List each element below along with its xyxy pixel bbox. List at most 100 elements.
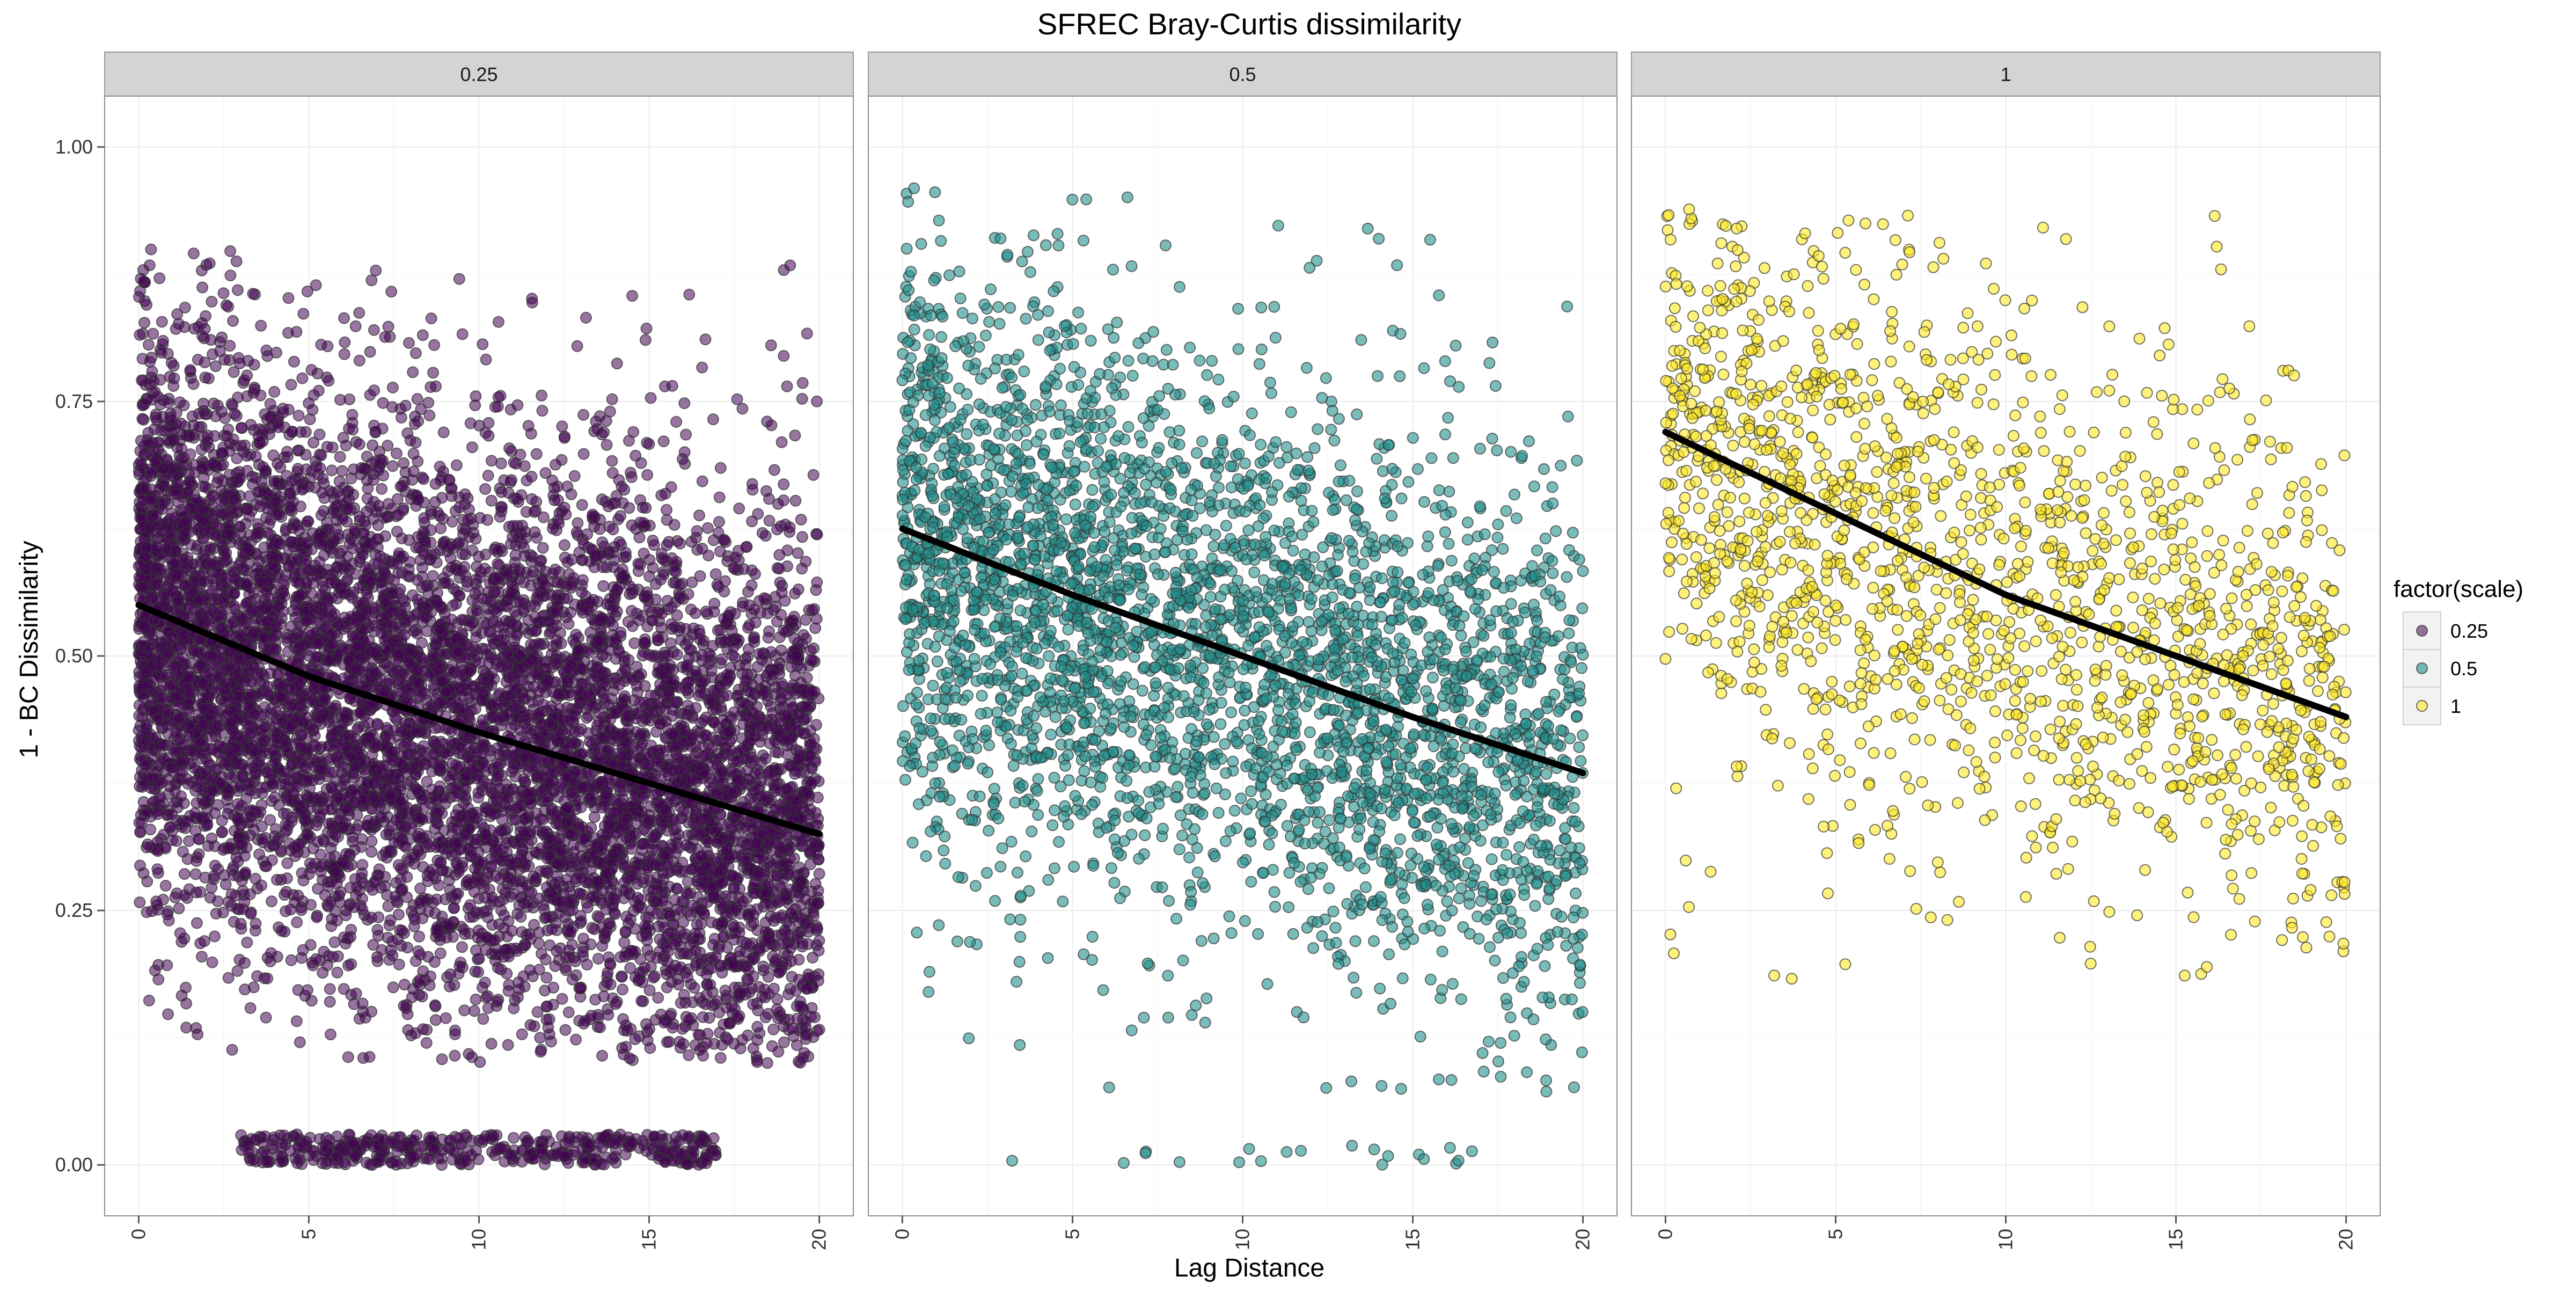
- data-point: [480, 549, 491, 560]
- data-point: [628, 427, 639, 437]
- x-axis-title: Lag Distance: [1174, 1254, 1324, 1282]
- data-point: [715, 546, 726, 557]
- data-point: [365, 347, 376, 358]
- data-point: [636, 458, 647, 469]
- data-point: [269, 386, 280, 397]
- data-point: [286, 955, 297, 966]
- data-point: [457, 942, 467, 952]
- data-point: [297, 484, 308, 495]
- data-point: [702, 523, 713, 534]
- data-point: [223, 301, 233, 312]
- data-point: [269, 792, 280, 803]
- data-point: [782, 381, 793, 392]
- data-point: [480, 977, 491, 988]
- data-point: [191, 869, 201, 880]
- data-point: [135, 286, 145, 296]
- data-point: [262, 973, 273, 984]
- data-point: [729, 652, 740, 663]
- data-point: [477, 339, 488, 349]
- data-point: [576, 587, 587, 597]
- data-point: [429, 340, 440, 351]
- data-point: [637, 845, 648, 856]
- data-point: [291, 917, 302, 928]
- data-point: [583, 710, 594, 721]
- data-point: [674, 753, 684, 763]
- data-point: [232, 285, 243, 295]
- data-point: [772, 524, 782, 535]
- data-point: [354, 355, 365, 366]
- data-point: [286, 380, 297, 390]
- data-point: [791, 986, 801, 996]
- data-point: [414, 931, 425, 942]
- data-point: [704, 1012, 715, 1023]
- data-point: [200, 482, 211, 492]
- data-point: [761, 486, 772, 497]
- data-point: [399, 979, 410, 990]
- data-point: [715, 1053, 726, 1063]
- data-point: [569, 471, 580, 482]
- data-point: [350, 321, 361, 332]
- data-point: [431, 894, 442, 905]
- data-point: [225, 246, 236, 257]
- data-point: [700, 334, 711, 345]
- data-point: [598, 581, 609, 592]
- data-point: [388, 982, 399, 993]
- data-point: [141, 907, 152, 917]
- data-point: [145, 244, 156, 255]
- data-point: [454, 274, 465, 285]
- data-point: [441, 1013, 451, 1024]
- data-point: [767, 1041, 778, 1052]
- data-point: [499, 910, 509, 921]
- data-point: [459, 1005, 470, 1016]
- data-point: [697, 362, 707, 373]
- data-point: [531, 449, 542, 459]
- data-point: [428, 367, 438, 378]
- data-point: [612, 358, 623, 369]
- data-point: [227, 1045, 238, 1055]
- data-point: [802, 328, 813, 339]
- data-point: [411, 348, 421, 359]
- data-point: [708, 414, 719, 425]
- data-point: [143, 339, 154, 350]
- data-point: [376, 484, 387, 494]
- data-point: [418, 330, 428, 340]
- data-point: [675, 580, 685, 590]
- data-point: [602, 440, 612, 450]
- data-point: [559, 539, 570, 550]
- data-point: [323, 341, 333, 352]
- data-point: [303, 516, 314, 527]
- data-point: [782, 545, 793, 556]
- data-point: [694, 510, 705, 521]
- data-point: [538, 543, 548, 553]
- data-point: [611, 998, 621, 1009]
- data-point: [241, 937, 252, 948]
- data-point: [450, 1029, 460, 1040]
- data-point: [337, 465, 348, 476]
- data-point: [779, 1037, 789, 1048]
- data-point: [800, 556, 811, 567]
- data-point: [224, 340, 235, 351]
- data-point: [560, 962, 571, 973]
- data-point: [769, 465, 780, 476]
- data-point: [239, 375, 250, 385]
- data-point: [581, 312, 591, 323]
- data-point: [170, 892, 180, 903]
- data-point: [421, 1038, 432, 1048]
- data-point: [181, 1022, 192, 1033]
- data-point: [249, 359, 260, 370]
- data-point: [734, 503, 744, 514]
- data-point: [689, 982, 700, 993]
- data-point: [714, 492, 725, 503]
- data-point: [572, 341, 583, 352]
- data-point: [480, 484, 491, 494]
- data-point: [279, 580, 289, 590]
- data-point: [503, 1040, 514, 1051]
- data-point: [747, 580, 757, 590]
- data-point: [394, 959, 405, 970]
- data-point: [255, 320, 266, 331]
- data-point: [526, 494, 537, 505]
- data-point: [449, 1051, 460, 1061]
- data-point: [357, 998, 368, 1009]
- data-point: [567, 939, 577, 950]
